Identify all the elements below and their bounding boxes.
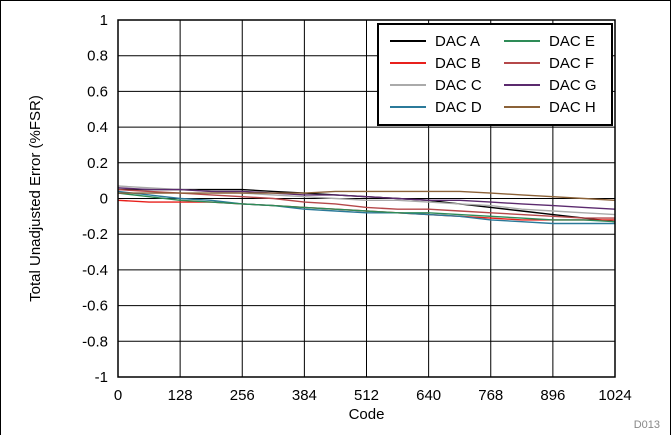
x-tick-label: 128 (168, 387, 193, 404)
x-tick-label: 0 (114, 387, 122, 404)
x-tick-label: 896 (540, 387, 565, 404)
y-tick-label: 0.2 (87, 155, 108, 172)
x-tick-label: 768 (478, 387, 503, 404)
y-tick-labels: -1 -0.8 -0.6 -0.4 -0.2 0 0.2 0.4 0.6 0.8 1 (82, 12, 108, 386)
plot-border (117, 19, 616, 378)
legend-entry: DAC G (549, 77, 597, 94)
legend-entry: DAC B (435, 55, 481, 72)
legend-entry: DAC D (435, 99, 482, 116)
x-tick-label: 256 (230, 387, 255, 404)
x-tick-label: 384 (292, 387, 317, 404)
y-tick-label: -1 (95, 369, 108, 386)
series-line-dac-f (117, 188, 615, 219)
legend-entry: DAC H (549, 99, 596, 116)
y-axis-label: Total Unadjusted Error (%FSR) (27, 95, 44, 302)
series-lines (117, 185, 616, 225)
y-tick-label: -0.8 (82, 333, 108, 350)
legend-entry: DAC F (549, 55, 594, 72)
legend-entry: DAC A (435, 33, 480, 50)
x-tick-label: 512 (354, 387, 379, 404)
y-tick-label: 0.8 (87, 48, 108, 65)
x-tick-label: 640 (416, 387, 441, 404)
y-tick-label: 1 (100, 12, 108, 29)
legend-entry: DAC E (549, 33, 595, 50)
figure-id: D013 (634, 419, 660, 431)
y-tick-label: -0.6 (82, 298, 108, 315)
y-tick-label: 0.4 (87, 119, 108, 136)
x-axis-label: Code (349, 406, 385, 423)
y-tick-label: 0.6 (87, 83, 108, 100)
y-tick-label: 0 (100, 191, 108, 208)
series-line-dac-d (117, 190, 615, 225)
y-tick-label: -0.2 (82, 226, 108, 243)
series-line-dac-g (117, 187, 616, 210)
x-tick-labels: 0 128 256 384 512 640 768 896 1024 (114, 387, 632, 404)
y-tick-label: -0.4 (82, 262, 108, 279)
legend: DAC A DAC B DAC C DAC D DAC E DAC F DAC G DAC H (377, 23, 613, 126)
series-line-dac-h (118, 190, 616, 201)
x-tick-label: 1024 (598, 387, 631, 404)
legend-entry: DAC C (435, 77, 482, 94)
series-line-dac-e (117, 192, 616, 223)
